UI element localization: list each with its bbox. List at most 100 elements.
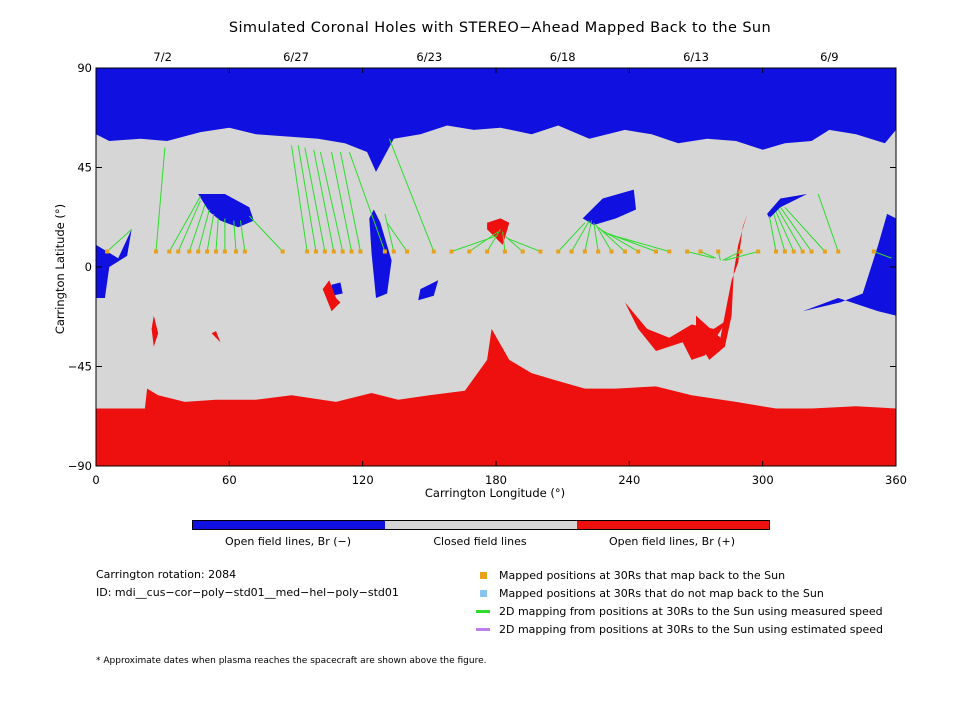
date-label-1: 6/27 [283, 50, 309, 64]
mapping-line-19 [348, 151, 386, 252]
mapped-point-0 [105, 249, 110, 254]
mapping-line-21 [386, 222, 408, 252]
colorbar-label-negative: Open field lines, Br (−) [224, 535, 352, 548]
mapped-point-8 [222, 249, 227, 254]
mapped-point-36 [654, 249, 658, 254]
mapping-line-7 [215, 218, 219, 252]
neg-hole-0 [96, 229, 132, 298]
mapping-line-20 [384, 213, 395, 252]
mapped-point-9 [234, 249, 238, 254]
neg-hole-108 [331, 282, 343, 296]
mapped-point-24 [467, 249, 472, 254]
legend-mapped: Mapped positions at 30Rs that map back t… [480, 566, 883, 584]
colorbar-negative [193, 521, 385, 529]
chart-title: Simulated Coronal Holes with STEREO−Ahea… [228, 20, 772, 36]
mapped-point-39 [698, 249, 703, 254]
legend-measured: 2D mapping from positions at 30Rs to the… [476, 602, 883, 620]
xtick-label-0: 0 [92, 473, 99, 487]
mapping-line-29 [557, 222, 586, 252]
mapped-point-49 [836, 249, 841, 254]
mapped-point-35 [636, 249, 641, 254]
mapping-line-33 [595, 224, 612, 252]
colorbar-positive [577, 521, 769, 529]
mapping-line-5 [197, 209, 210, 252]
neg-hole-230 [582, 189, 636, 225]
legend: Mapped positions at 30Rs that map back t… [476, 566, 883, 638]
xtick-label-4: 240 [618, 473, 640, 487]
mapped-point-20 [391, 249, 396, 254]
x-axis-label: Carrington Longitude (°) [424, 486, 566, 500]
ytick-label-1: −45 [68, 360, 92, 374]
estimated-line-icon [476, 627, 490, 631]
mapping-line-42 [724, 251, 759, 261]
xtick-label-6: 360 [885, 473, 907, 487]
mapped-point-29 [556, 249, 561, 254]
colorbar-label-positive: Open field lines, Br (+) [608, 535, 736, 548]
mapped-point-15 [331, 249, 336, 254]
plot-area [95, 67, 897, 467]
mapping-line-13 [297, 145, 317, 252]
mapping-line-1 [155, 147, 166, 252]
north-polar-hole [96, 68, 896, 172]
xtick-label-1: 60 [222, 473, 237, 487]
measured-line-icon [476, 609, 490, 613]
mapped-point-13 [314, 249, 318, 254]
mapped-point-11 [280, 249, 285, 254]
mapped-point-27 [520, 249, 525, 254]
mapping-line-6 [206, 213, 215, 252]
mapping-line-4 [188, 204, 206, 252]
ytick-label-4: 90 [77, 61, 92, 75]
unmapped-marker-icon [480, 589, 487, 597]
mapped-point-18 [358, 249, 363, 254]
mapping-line-28 [506, 237, 541, 252]
mapped-point-7 [214, 249, 218, 254]
mapped-point-14 [322, 249, 327, 254]
legend-unmapped: Mapped positions at 30Rs that do not map… [480, 584, 883, 602]
mapped-point-28 [538, 249, 543, 254]
mapped-point-33 [609, 249, 614, 254]
mapping-line-14 [304, 147, 326, 252]
mapped-point-5 [196, 249, 201, 254]
mapped-point-48 [822, 249, 827, 254]
mapping-line-46 [777, 209, 804, 252]
mapping-line-43 [768, 216, 777, 252]
mapped-point-3 [176, 249, 181, 254]
mapped-marker-icon [480, 571, 487, 579]
mapped-point-38 [685, 249, 690, 254]
mapped-point-46 [800, 249, 805, 254]
mapped-point-22 [431, 249, 436, 254]
colorbar-label-closed: Closed field lines [433, 535, 527, 548]
mapped-point-41 [738, 249, 743, 254]
mapped-point-4 [187, 249, 192, 254]
pos-hole-26 [151, 315, 159, 347]
footnote: * Approximate dates when plasma reaches … [96, 656, 487, 666]
mapping-line-10 [239, 220, 246, 252]
mapping-line-49 [817, 193, 839, 252]
mapped-point-1 [154, 249, 158, 254]
mapping-line-26 [502, 231, 506, 252]
mapping-line-25 [486, 229, 501, 252]
mapped-point-32 [596, 249, 601, 254]
mapped-point-10 [242, 249, 247, 254]
mapping-line-3 [177, 200, 201, 252]
xtick-label-3: 180 [485, 473, 507, 487]
mapped-point-50 [871, 249, 876, 254]
id-text: ID: mdi__cus−cor−poly−std01__med−hel−pol… [96, 586, 399, 599]
mapped-point-17 [349, 249, 354, 254]
neg-hole-305 [767, 194, 808, 219]
mapped-point-40 [716, 249, 721, 254]
mapping-line-16 [319, 151, 344, 252]
ytick-label-3: 45 [77, 161, 92, 175]
mapping-line-44 [773, 213, 786, 252]
mapped-point-2 [167, 249, 172, 254]
mapped-point-47 [809, 249, 814, 254]
mapping-line-41 [722, 251, 741, 261]
legend-estimated: 2D mapping from positions at 30Rs to the… [476, 620, 883, 638]
mapping-line-9 [233, 220, 237, 252]
y-axis-label: Carrington Latitude (°) [53, 203, 67, 335]
date-label-0: 7/2 [153, 50, 172, 64]
mapped-point-16 [340, 249, 345, 254]
colorbar [192, 520, 770, 530]
mapped-point-44 [782, 249, 787, 254]
